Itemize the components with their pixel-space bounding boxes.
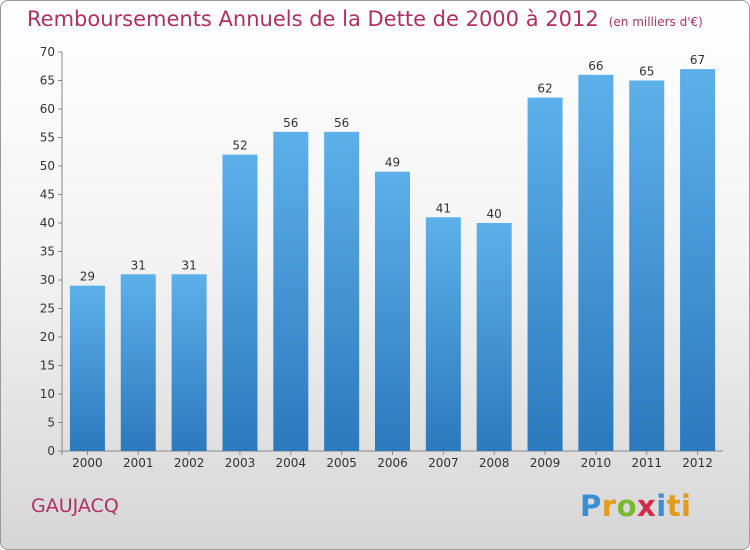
y-tick-label: 55 [40, 131, 55, 145]
bar [324, 131, 360, 452]
y-tick-label: 65 [40, 74, 55, 88]
y-tick-label: 50 [40, 159, 55, 173]
y-tick-label: 40 [40, 216, 55, 230]
bar-value-label: 41 [436, 201, 451, 215]
x-tick-label: 2005 [326, 456, 357, 470]
logo-letter-i: i [656, 489, 667, 523]
bar-value-label: 56 [283, 116, 298, 130]
bar-value-label: 40 [487, 207, 502, 221]
y-tick-label: 20 [40, 330, 55, 344]
y-tick-label: 15 [40, 359, 55, 373]
y-tick-label: 70 [40, 45, 55, 59]
bar [527, 97, 563, 451]
chart-title: Remboursements Annuels de la Dette de 20… [27, 7, 703, 31]
x-tick-label: 2010 [581, 456, 612, 470]
y-tick-label: 45 [40, 188, 55, 202]
logo-letter-x: x [637, 489, 657, 523]
bar-value-label: 29 [80, 270, 95, 284]
x-tick-label: 2001 [123, 456, 154, 470]
x-tick-label: 2008 [479, 456, 510, 470]
y-tick-label: 5 [47, 416, 55, 430]
y-tick-label: 25 [40, 302, 55, 316]
x-tick-label: 2007 [428, 456, 459, 470]
x-tick-label: 2004 [276, 456, 307, 470]
bar [578, 74, 614, 452]
bar [69, 285, 105, 451]
y-tick-label: 35 [40, 245, 55, 259]
x-tick-label: 2003 [225, 456, 256, 470]
bar-value-label: 31 [181, 258, 196, 272]
bar [273, 131, 309, 452]
bar-value-label: 65 [639, 65, 654, 79]
bar-value-label: 62 [537, 82, 552, 96]
y-tick-label: 60 [40, 102, 55, 116]
chart-title-text: Remboursements Annuels de la Dette de 20… [27, 7, 599, 31]
bar-value-label: 67 [690, 53, 705, 67]
bar [375, 171, 410, 451]
bar-value-label: 66 [588, 59, 603, 73]
x-tick-label: 2000 [72, 456, 103, 470]
bar [222, 154, 258, 451]
bar-value-label: 31 [131, 258, 146, 272]
logo-letters-ti: ti [666, 489, 692, 523]
commune-name: GAUJACQ [31, 495, 119, 517]
bar [425, 217, 461, 451]
chart-unit: (en milliers d'€) [608, 15, 703, 29]
logo-letter-p: P [580, 489, 602, 523]
x-tick-label: 2006 [377, 456, 408, 470]
x-tick-label: 2011 [631, 456, 662, 470]
proxiti-logo: Proxiti [580, 489, 692, 523]
bar [171, 274, 207, 451]
logo-letter-r: r [601, 489, 617, 523]
bar-value-label: 49 [385, 156, 400, 170]
bar-value-label: 56 [334, 116, 349, 130]
bar [629, 80, 665, 451]
bar [680, 69, 716, 451]
y-tick-label: 0 [47, 444, 55, 458]
bar [476, 223, 512, 451]
y-tick-label: 10 [40, 387, 55, 401]
x-tick-label: 2002 [174, 456, 205, 470]
x-tick-label: 2012 [682, 456, 713, 470]
x-tick-label: 2009 [530, 456, 561, 470]
y-tick-label: 30 [40, 273, 55, 287]
bar [120, 274, 156, 451]
logo-letter-o: o [616, 489, 638, 523]
bar-value-label: 52 [232, 139, 247, 153]
